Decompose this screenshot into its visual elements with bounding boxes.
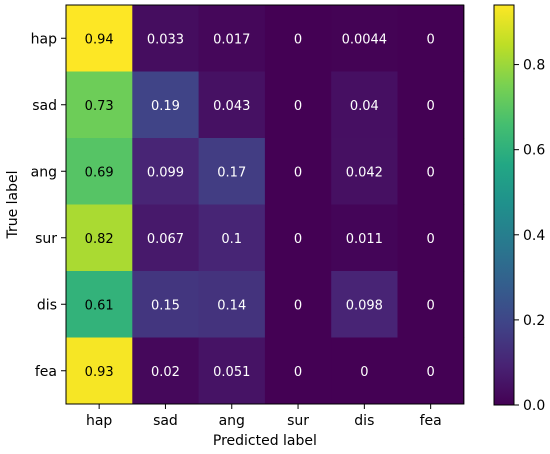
x-tick-label: fea [420, 413, 442, 429]
cell-value-label: 0 [427, 365, 435, 380]
heatmap-cell [66, 5, 133, 72]
heatmap-cell [66, 337, 133, 405]
x-tick-label: dis [354, 413, 374, 429]
cell-value-label: 0.04 [350, 99, 379, 114]
heatmap-cell [198, 271, 266, 338]
heatmap-cell [397, 204, 465, 272]
cell-value-label: 0 [427, 165, 435, 180]
colorbar-tick-label: 0.2 [523, 313, 545, 329]
colorbar-tick-label: 0.4 [523, 228, 545, 244]
y-tick-label: sur [35, 231, 57, 247]
cell-value-label: 0.098 [346, 298, 383, 313]
heatmap-cells: 0.94 0.033 0.017 0 0.0044 0 0.73 0.19 0.043 0 0.04… [66, 5, 465, 405]
cell-value-label: 0.011 [346, 232, 383, 247]
heatmap-cell [397, 337, 465, 405]
heatmap-cell [198, 138, 266, 205]
cell-value-label: 0.93 [85, 365, 114, 380]
cell-value-label: 0 [427, 232, 435, 247]
heatmap-cell [132, 204, 200, 272]
heatmap-cell [331, 5, 398, 72]
cell-value-label: 0.043 [213, 99, 250, 114]
y-axis: hap sad ang sur dis fea [31, 31, 66, 380]
cell-value-label: 0 [294, 365, 302, 380]
cell-value-label: 0 [294, 298, 302, 313]
heatmap-cell [66, 271, 133, 338]
cell-value-label: 0 [427, 32, 435, 47]
heatmap-cell [198, 71, 266, 139]
cell-value-label: 0.14 [217, 298, 246, 313]
heatmap-cell [331, 204, 398, 272]
colorbar-tick-label: 0.8 [523, 58, 545, 74]
x-tick-label: ang [219, 413, 245, 429]
cell-value-label: 0.02 [151, 365, 180, 380]
heatmap-cell [198, 204, 266, 272]
cell-value-label: 0.017 [213, 32, 250, 47]
cell-value-label: 0.051 [213, 365, 250, 380]
heatmap-cell [331, 71, 398, 139]
cell-value-label: 0.94 [85, 32, 114, 47]
cell-value-label: 0.099 [147, 165, 184, 180]
heatmap-cell [264, 337, 332, 405]
cell-value-label: 0 [427, 298, 435, 313]
cell-value-label: 0.0044 [342, 32, 388, 47]
heatmap-cell [198, 337, 266, 405]
y-axis-label: True label [5, 170, 21, 239]
cell-value-label: 0 [294, 165, 302, 180]
cell-value-label: 0.1 [221, 232, 242, 247]
cell-value-label: 0.73 [85, 99, 114, 114]
y-tick-label: dis [37, 297, 57, 313]
heatmap-cell [66, 204, 133, 272]
cell-value-label: 0 [294, 32, 302, 47]
heatmap-cell [264, 5, 332, 72]
x-axis-label: Predicted label [213, 433, 317, 449]
colorbar-gradient [493, 4, 515, 406]
heatmap-cell [132, 138, 200, 205]
cell-value-label: 0.17 [217, 165, 246, 180]
y-tick-label: ang [31, 164, 57, 180]
heatmap-cell [397, 138, 465, 205]
y-tick-label: hap [31, 31, 57, 47]
x-axis: hap sad ang sur dis fea [86, 404, 442, 429]
colorbar-ticks: 0.0 0.2 0.4 0.6 0.8 [514, 58, 545, 414]
heatmap-cell [331, 138, 398, 205]
cell-value-label: 0.69 [85, 165, 114, 180]
heatmap-cell [132, 5, 200, 72]
cell-value-label: 0.033 [147, 32, 184, 47]
heatmap-cell [397, 271, 465, 338]
y-tick-label: sad [32, 98, 57, 114]
heatmap-cell [66, 71, 133, 139]
heatmap-cell [331, 271, 398, 338]
colorbar-tick-label: 0.6 [523, 143, 545, 159]
cell-value-label: 0.61 [85, 298, 114, 313]
heatmap-cell [198, 5, 266, 72]
colorbar: 0.0 0.2 0.4 0.6 0.8 [493, 4, 545, 414]
cell-value-label: 0 [427, 99, 435, 114]
cell-value-label: 0 [294, 232, 302, 247]
x-tick-label: sad [153, 413, 178, 429]
heatmap-cell [397, 5, 465, 72]
heatmap-cell [132, 71, 200, 139]
cell-value-label: 0.82 [85, 232, 114, 247]
heatmap-cell [397, 71, 465, 139]
heatmap-cell [264, 138, 332, 205]
cell-value-label: 0.042 [346, 165, 383, 180]
heatmap-cell [132, 271, 200, 338]
x-tick-label: hap [86, 413, 112, 429]
heatmap-cell [264, 271, 332, 338]
plot-frame [65, 4, 465, 405]
cell-value-label: 0 [294, 99, 302, 114]
colorbar-tick-label: 0.0 [523, 398, 545, 414]
heatmap-cell [66, 138, 133, 205]
cell-value-label: 0.19 [151, 99, 180, 114]
heatmap-cell [132, 337, 200, 405]
x-tick-label: sur [287, 413, 309, 429]
cell-value-label: 0.067 [147, 232, 184, 247]
y-tick-label: fea [35, 364, 57, 380]
heatmap-cell [331, 337, 398, 405]
cell-value-label: 0.15 [151, 298, 180, 313]
heatmap-cell [264, 204, 332, 272]
cell-value-label: 0 [360, 365, 368, 380]
heatmap-cell [264, 71, 332, 139]
